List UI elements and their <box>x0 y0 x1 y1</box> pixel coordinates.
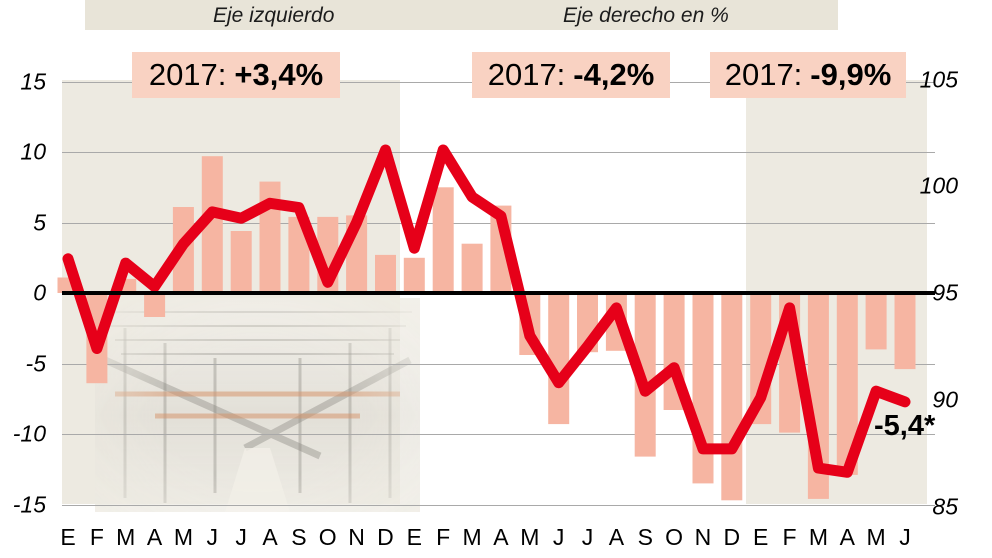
month-label: M <box>462 524 482 550</box>
legend-right-axis: Eje derecho en % <box>563 4 729 27</box>
month-label: M <box>866 524 886 550</box>
bar-month-29 <box>894 293 916 370</box>
annotation-year: 2017: <box>148 57 227 92</box>
left-axis-tick-label: 0 <box>33 279 46 306</box>
bar-month-11 <box>375 254 396 293</box>
month-label: J <box>899 524 911 550</box>
month-label: J <box>552 524 565 550</box>
right-axis-tick-label: 95 <box>932 279 958 306</box>
right-axis-tick-label: 85 <box>932 493 958 519</box>
bar-month-28 <box>865 293 887 350</box>
annotation-2017-middle: 2017: -4,2% <box>472 52 670 98</box>
bar-month-14 <box>461 243 483 293</box>
month-label: M <box>173 524 194 550</box>
left-axis-tick-label: -5 <box>25 350 46 376</box>
month-label: J <box>581 524 594 550</box>
month-label: M <box>808 524 828 550</box>
month-label: O <box>318 524 337 550</box>
left-axis-tick-label: -15 <box>12 491 46 517</box>
left-axis-tick-label: 5 <box>33 209 46 235</box>
month-label: J <box>206 524 219 550</box>
bar-month-17 <box>548 293 570 425</box>
month-label: J <box>235 524 247 550</box>
last-point-value-label: -5,4* <box>874 410 936 442</box>
annotation-value: +3,4% <box>234 57 324 92</box>
bar-month-22 <box>692 293 714 484</box>
annotation-value: -9,9% <box>810 57 892 92</box>
month-label: A <box>262 524 278 550</box>
annotation-2017-right: 2017: -9,9% <box>710 52 906 98</box>
month-label: N <box>694 524 712 550</box>
month-label: E <box>753 524 769 550</box>
month-label: S <box>291 524 307 550</box>
month-label: F <box>89 524 104 550</box>
right-axis-tick-label: 105 <box>919 66 958 92</box>
left-axis-tick-label: -10 <box>12 420 46 447</box>
gridline <box>62 152 935 153</box>
month-label: D <box>723 524 741 550</box>
bar-month-6 <box>230 231 252 293</box>
month-label: A <box>493 524 509 550</box>
month-label: D <box>377 524 394 550</box>
legend-left-axis: Eje izquierdo <box>213 4 335 27</box>
month-label: O <box>665 524 684 550</box>
trend-line <box>62 144 911 478</box>
right-axis-tick-label: 100 <box>919 172 958 199</box>
month-label: M <box>116 524 136 550</box>
annotation-value: -4,2% <box>573 57 655 92</box>
gridline <box>62 505 935 506</box>
right-axis-tick-label: 90 <box>932 386 958 413</box>
month-label: E <box>60 524 76 550</box>
gridline <box>62 434 935 435</box>
gridline <box>62 364 935 365</box>
bar-month-27 <box>836 293 858 475</box>
annotation-year: 2017: <box>487 57 566 92</box>
month-label: E <box>406 524 423 550</box>
left-axis-tick-label: 10 <box>20 138 46 165</box>
bar-month-3 <box>144 293 166 317</box>
bar-month-12 <box>403 257 425 294</box>
annotation-year: 2017: <box>724 57 803 92</box>
annotation-2017-left: 2017: +3,4% <box>132 52 340 98</box>
month-label: A <box>608 524 625 550</box>
legend-strip: Eje izquierdo Eje derecho en % <box>85 0 838 30</box>
month-label: N <box>348 524 365 550</box>
bar-month-13 <box>432 187 454 294</box>
month-label: M <box>520 524 540 550</box>
left-axis-tick-label: 15 <box>20 68 46 94</box>
month-label: A <box>146 524 163 550</box>
bar-month-5 <box>201 156 223 293</box>
month-label: A <box>839 524 855 550</box>
bar-month-23 <box>721 293 743 501</box>
zero-axis-line <box>62 291 935 295</box>
month-label: F <box>782 524 797 550</box>
month-label: S <box>637 524 653 550</box>
month-label: F <box>436 524 451 550</box>
factory-background-photo <box>95 298 420 512</box>
